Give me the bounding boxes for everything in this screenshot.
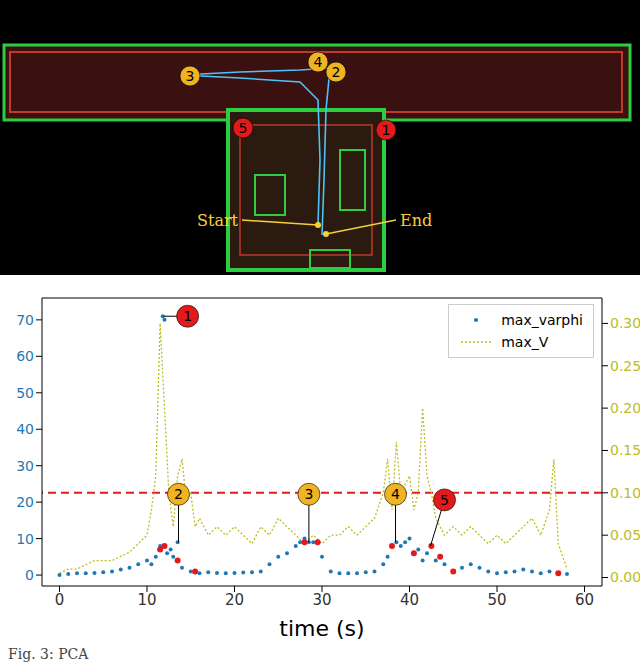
svg-text:3: 3 (304, 486, 313, 502)
svg-text:20: 20 (16, 494, 34, 510)
svg-text:0.15: 0.15 (610, 442, 632, 458)
svg-text:2: 2 (332, 64, 341, 80)
svg-text:60: 60 (575, 591, 594, 609)
svg-text:30: 30 (16, 458, 34, 474)
svg-text:40: 40 (400, 591, 419, 609)
svg-text:0.20: 0.20 (610, 400, 632, 416)
svg-text:2: 2 (174, 486, 183, 502)
svg-text:0.00: 0.00 (610, 569, 632, 585)
svg-text:50: 50 (487, 591, 506, 609)
svg-text:20: 20 (225, 591, 244, 609)
svg-text:5: 5 (440, 492, 449, 508)
svg-text:0: 0 (25, 567, 34, 583)
svg-text:1: 1 (382, 122, 391, 138)
svg-text:time (s): time (s) (279, 616, 364, 641)
svg-text:0: 0 (55, 591, 65, 609)
svg-text:4: 4 (391, 486, 400, 502)
svg-text:0.05: 0.05 (610, 527, 632, 543)
svg-text:30: 30 (312, 591, 331, 609)
svg-text:4: 4 (314, 54, 323, 70)
svg-text:50: 50 (16, 385, 34, 401)
html-text:Fig. 3: PCA: Fig. 3: PCA (8, 646, 89, 662)
svg-text:Start: Start (197, 211, 239, 230)
svg-text:0.10: 0.10 (610, 485, 632, 501)
svg-text:5: 5 (239, 120, 248, 136)
svg-text:10: 10 (16, 531, 34, 547)
svg-text:0.30: 0.30 (610, 315, 632, 331)
svg-text:End: End (400, 211, 432, 230)
svg-text:10: 10 (137, 591, 156, 609)
svg-text:70: 70 (16, 312, 34, 328)
svg-text:60: 60 (16, 348, 34, 364)
svg-text:40: 40 (16, 421, 34, 437)
svg-text:1: 1 (183, 308, 192, 324)
html-text:max_varphi: max_varphi (501, 312, 583, 328)
html-text:max_V: max_V (501, 334, 549, 350)
svg-text:3: 3 (186, 68, 195, 84)
svg-text:0.25: 0.25 (610, 358, 632, 374)
